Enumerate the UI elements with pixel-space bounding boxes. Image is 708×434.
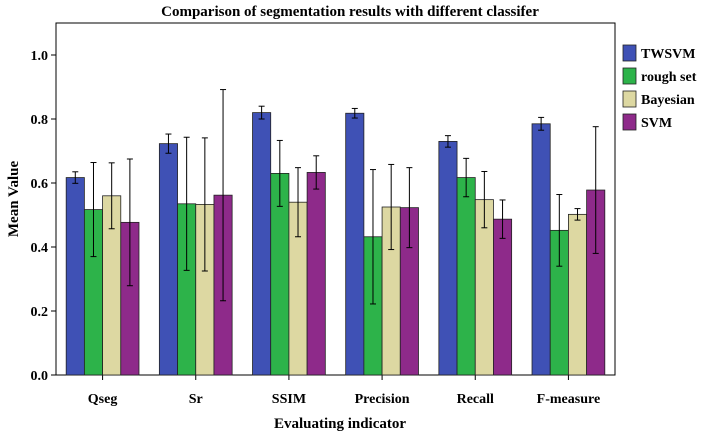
x-tick-label: Qseg [88,392,118,407]
bar [158,143,178,376]
legend-swatch [622,113,637,131]
y-axis-label: Mean Value [6,161,22,238]
bar [252,112,272,376]
bar [438,140,458,376]
bar [568,213,588,376]
error-bars [72,89,599,305]
y-axis: 0.0 0.2 0.4 0.6 0.8 1.0 [31,49,56,384]
y-tick-label: 0.2 [31,305,49,320]
bar [306,172,326,376]
x-tick-label: SSIM [272,392,306,407]
x-axis: Qseg Sr SSIM Precision Recall F-measure [88,375,600,407]
bar [456,177,476,376]
legend-swatch [622,67,637,85]
y-tick-label: 0.0 [31,369,49,384]
legend-label: rough set [641,70,697,85]
plot-frame [55,22,616,376]
legend-label: TWSVM [641,47,695,62]
legend-label: Bayesian [641,93,695,108]
x-tick-label: Sr [189,392,203,407]
chart-title: Comparison of segmentation results with … [161,4,539,20]
bar [345,112,365,376]
legend: TWSVM rough set Bayesian SVM [622,44,697,131]
y-tick-label: 0.8 [31,113,49,128]
bars [65,112,606,376]
legend-swatch [622,44,637,62]
y-tick-label: 1.0 [31,49,49,64]
x-axis-label: Evaluating indicator [274,416,406,432]
y-tick-label: 0.6 [31,177,49,192]
bar [65,177,85,376]
legend-swatch [622,90,637,108]
x-tick-label: Recall [457,392,494,407]
y-tick-label: 0.4 [31,241,49,256]
bar [493,218,513,376]
x-tick-label: Precision [355,392,410,407]
x-tick-label: F-measure [537,392,601,407]
legend-label: SVM [641,116,672,131]
bar [531,123,551,376]
